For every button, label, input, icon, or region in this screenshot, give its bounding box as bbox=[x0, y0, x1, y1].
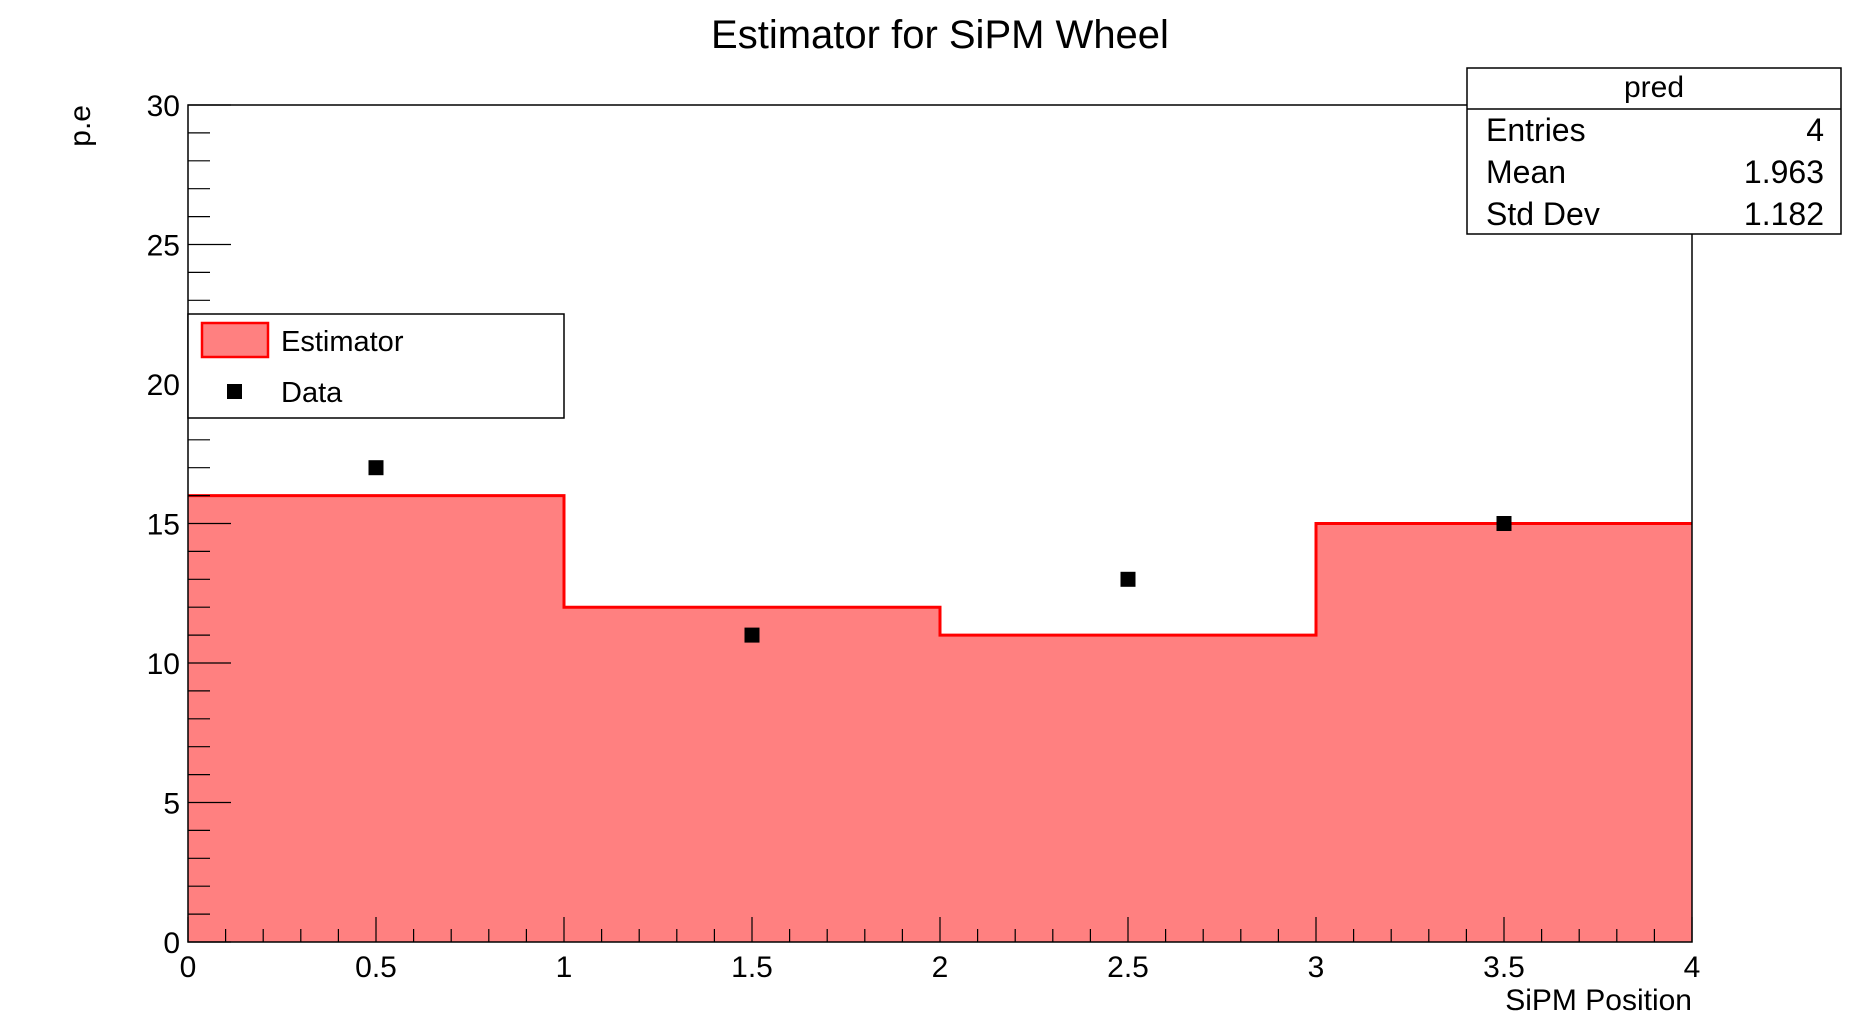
y-tick-label: 10 bbox=[147, 648, 180, 681]
x-tick-label: 2.5 bbox=[1107, 951, 1149, 984]
legend-estimator-swatch bbox=[200, 321, 270, 359]
stats-stddev-label: Std Dev bbox=[1486, 196, 1600, 232]
stats-box-frame bbox=[1466, 67, 1842, 235]
stats-entries-value: 4 bbox=[1806, 112, 1824, 148]
data-point-4 bbox=[1496, 516, 1512, 531]
stats-mean-value: 1.963 bbox=[1744, 154, 1824, 190]
axis-ticks: 0 0.5 1 1.5 2 2.5 3 3.5 4 0 5 10 15 20 25 30 bbox=[147, 90, 1701, 984]
x-tick-label: 4 bbox=[1684, 951, 1701, 984]
histogram bbox=[188, 494, 1692, 942]
y-tick-label: 30 bbox=[147, 90, 180, 123]
legend-data-label: Data bbox=[281, 377, 343, 409]
y-tick-label: 5 bbox=[163, 788, 180, 821]
x-tick-label: 1 bbox=[556, 951, 573, 984]
y-axis-label: p.e bbox=[64, 105, 97, 147]
x-tick-label: 0.5 bbox=[355, 951, 397, 984]
histogram-bin-3 bbox=[940, 635, 1316, 942]
histogram-bin-4 bbox=[1316, 523, 1692, 942]
legend-estimator-label: Estimator bbox=[281, 326, 404, 358]
x-tick-label: 1.5 bbox=[731, 951, 773, 984]
stats-box-title: pred bbox=[1624, 71, 1684, 104]
data-points bbox=[368, 460, 1512, 643]
histogram-bin-1 bbox=[188, 495, 564, 942]
data-point-2 bbox=[744, 627, 760, 643]
x-tick-label: 0 bbox=[180, 951, 197, 984]
data-point-1 bbox=[368, 460, 384, 476]
x-tick-label: 2 bbox=[932, 951, 949, 984]
x-tick-label: 3 bbox=[1308, 951, 1325, 984]
legend: Estimator Data bbox=[187, 313, 565, 419]
legend-data-marker bbox=[227, 384, 242, 399]
stats-stddev-value: 1.182 bbox=[1744, 196, 1824, 232]
y-tick-label: 25 bbox=[147, 230, 180, 263]
y-tick-label: 20 bbox=[147, 369, 180, 402]
stats-mean-label: Mean bbox=[1486, 154, 1566, 190]
x-axis-label: SiPM Position bbox=[1505, 984, 1692, 1017]
chart-title: Estimator for SiPM Wheel bbox=[711, 13, 1169, 57]
stats-box: pred Entries 4 Mean 1.963 Std Dev 1.182 bbox=[1466, 67, 1842, 235]
histogram-outline bbox=[188, 494, 1692, 637]
histogram-bin-2 bbox=[564, 607, 940, 942]
data-point-3 bbox=[1120, 571, 1136, 587]
y-tick-label: 0 bbox=[163, 927, 180, 960]
x-tick-label: 3.5 bbox=[1483, 951, 1525, 984]
stats-entries-label: Entries bbox=[1486, 112, 1586, 148]
y-tick-label: 15 bbox=[147, 509, 180, 542]
